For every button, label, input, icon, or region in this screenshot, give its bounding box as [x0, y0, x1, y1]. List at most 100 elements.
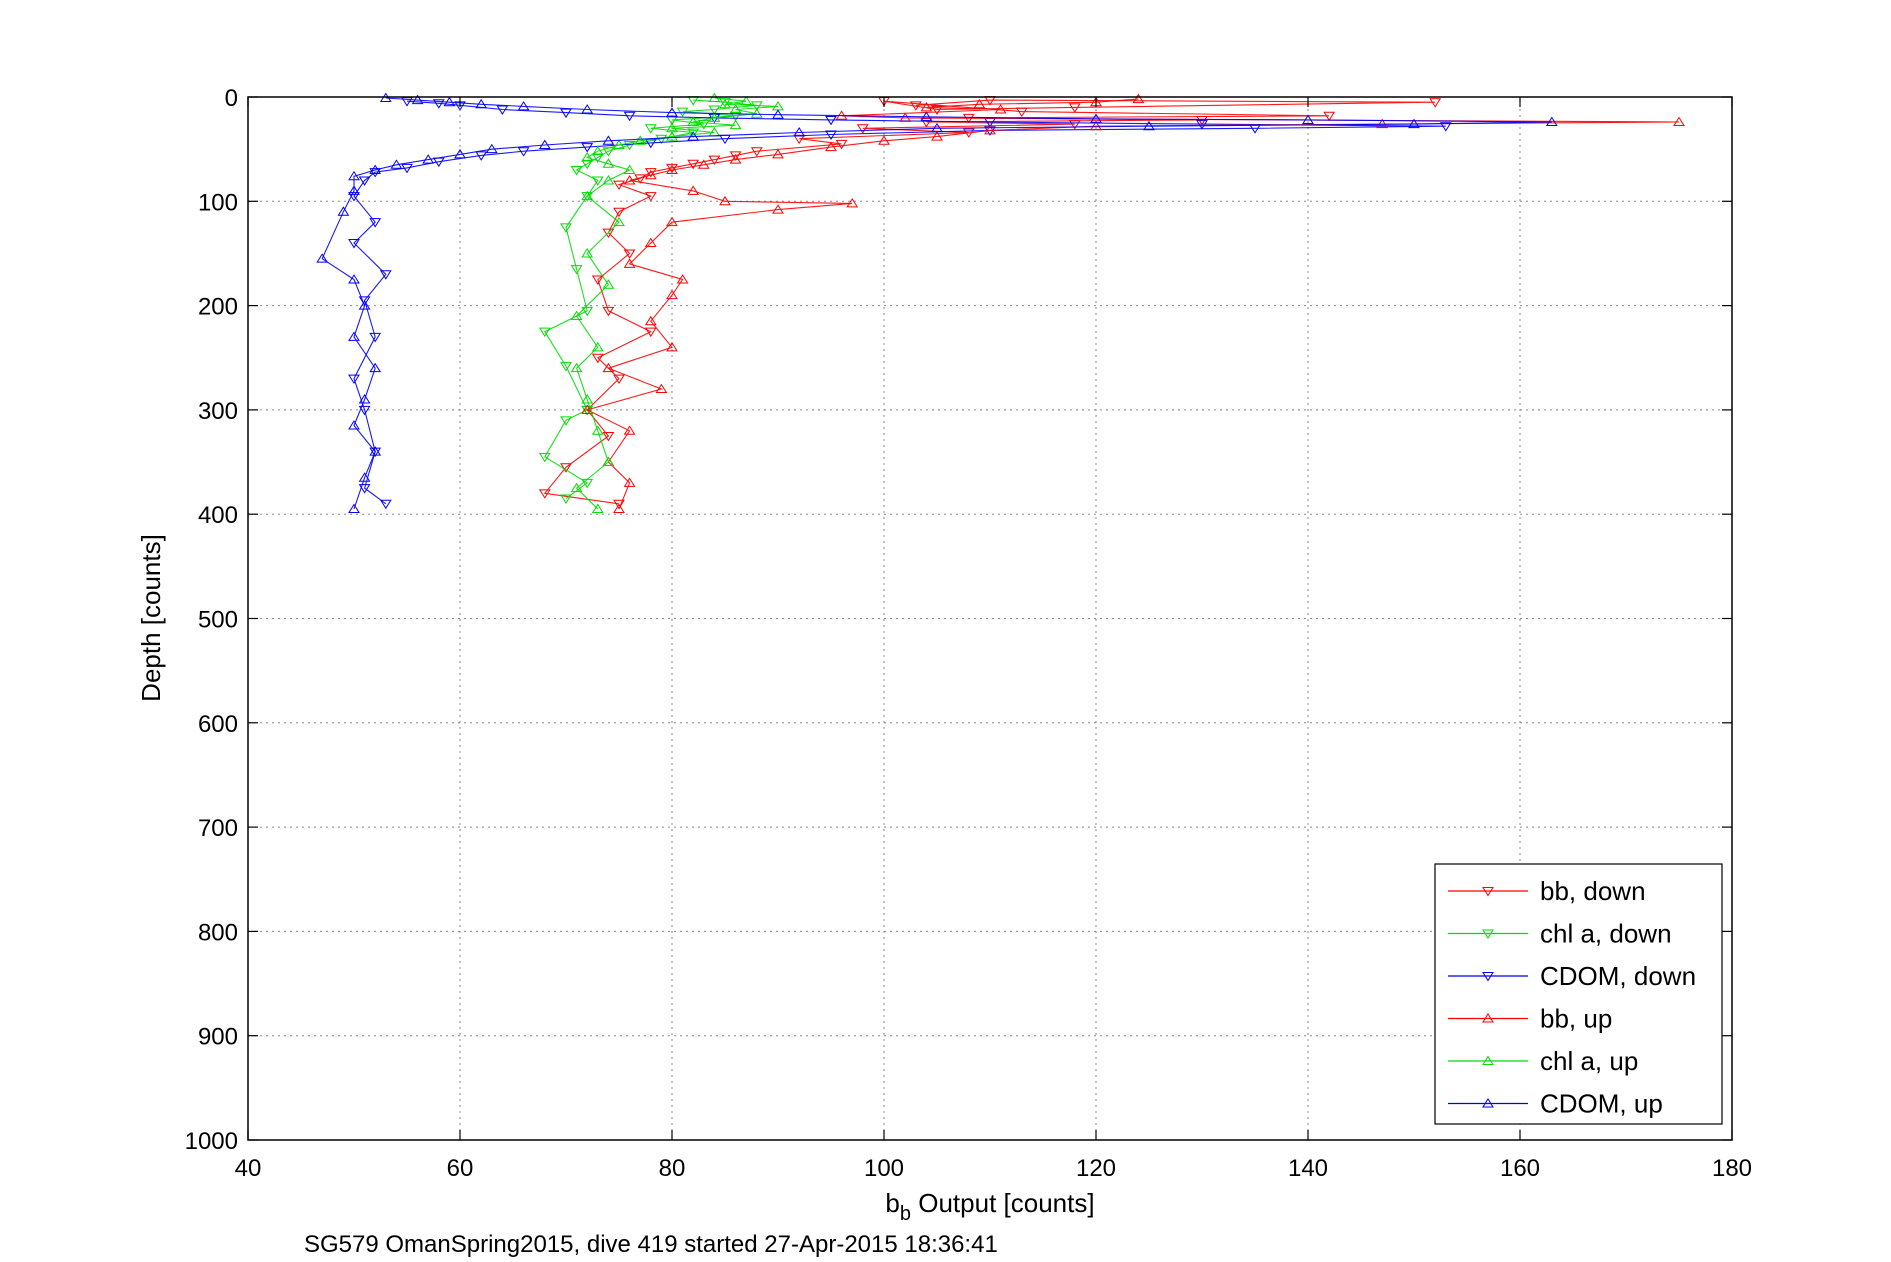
data-point: [825, 141, 837, 152]
legend-item-0: bb, down: [1448, 876, 1646, 906]
data-point: [443, 96, 456, 107]
data-point: [623, 249, 636, 259]
data-point: [591, 153, 604, 163]
data-point: [772, 204, 784, 214]
data-point: [560, 108, 572, 119]
data-point: [581, 394, 594, 404]
data-point: [1132, 93, 1145, 104]
data-point: [581, 104, 594, 114]
data-point: [560, 223, 572, 233]
data-point: [878, 135, 890, 145]
data-point: [856, 124, 869, 134]
data-point: [390, 159, 403, 169]
data-point: [348, 374, 360, 385]
data-point: [1429, 98, 1442, 108]
y-tick-label: 800: [198, 919, 238, 946]
data-point: [1143, 120, 1155, 131]
data-point: [538, 327, 551, 338]
data-point: [931, 122, 943, 133]
data-point: [750, 108, 763, 118]
legend-label: chl a, up: [1540, 1046, 1638, 1076]
legend-marker: [1482, 1013, 1494, 1023]
data-point: [994, 104, 1007, 114]
data-point: [920, 111, 933, 121]
data-point: [369, 332, 382, 343]
data-point: [570, 166, 583, 176]
data-point: [602, 279, 615, 289]
data-point: [454, 148, 466, 159]
data-point: [697, 159, 710, 169]
data-point: [1545, 116, 1558, 127]
y-tick-label: 400: [198, 502, 238, 529]
data-point: [1068, 103, 1081, 113]
data-point: [931, 105, 943, 115]
data-point: [358, 394, 371, 404]
data-point: [369, 446, 382, 456]
data-point: [316, 253, 329, 263]
x-tick-label: 160: [1500, 1155, 1540, 1182]
legend-item-5: CDOM, up: [1448, 1089, 1663, 1119]
data-point: [581, 404, 594, 414]
data-point: [602, 174, 615, 185]
legend-label: CDOM, up: [1540, 1089, 1663, 1119]
y-tick-label: 600: [198, 711, 238, 738]
data-point: [348, 239, 360, 249]
legend-marker: [1482, 1098, 1494, 1108]
data-point: [602, 306, 615, 317]
data-point: [676, 274, 689, 284]
y-tick-label: 200: [198, 294, 238, 321]
data-point: [348, 170, 360, 181]
data-point: [687, 131, 700, 141]
y-tick-label: 500: [198, 607, 238, 634]
x-tick-label: 100: [864, 1155, 904, 1182]
y-tick-label: 700: [198, 815, 238, 842]
data-point: [931, 131, 943, 141]
data-point: [475, 151, 488, 161]
data-point: [644, 169, 657, 180]
data-point: [602, 362, 615, 373]
data-point: [613, 207, 625, 218]
data-point: [581, 159, 594, 170]
data-point: [517, 100, 530, 111]
legend-marker: [1482, 1055, 1494, 1065]
data-point: [697, 120, 710, 130]
x-tick-label: 40: [235, 1155, 262, 1182]
data-point: [644, 237, 657, 248]
data-point: [825, 115, 837, 126]
data-point: [591, 353, 604, 364]
x-tick-label: 140: [1288, 1155, 1328, 1182]
data-point: [348, 274, 360, 284]
data-point: [369, 164, 382, 175]
data-point: [602, 135, 615, 145]
series-2: [348, 97, 1452, 510]
data-point: [369, 447, 382, 458]
legend-item-3: bb, up: [1448, 1004, 1612, 1034]
data-point: [591, 176, 604, 186]
data-point: [708, 105, 721, 115]
data-point: [602, 158, 615, 168]
data-point: [581, 306, 594, 317]
data-point: [666, 216, 678, 227]
data-point: [729, 104, 742, 114]
data-point: [581, 190, 594, 201]
data-point: [591, 425, 604, 435]
legend-item-4: chl a, up: [1448, 1046, 1638, 1076]
legend-label: CDOM, down: [1540, 961, 1696, 991]
y-axis-ticks: 0 100 200 300 400 500 600 700 800 900 1000: [185, 85, 1732, 1155]
data-point: [581, 143, 594, 153]
data-point: [560, 416, 572, 426]
data-point: [570, 362, 583, 373]
y-tick-label: 300: [198, 398, 238, 425]
data-point: [729, 154, 742, 164]
footer-caption: SG579 OmanSpring2015, dive 419 started 2…: [304, 1231, 998, 1258]
legend-marker: [1482, 972, 1494, 982]
data-point: [623, 164, 636, 175]
data-point: [358, 405, 371, 416]
data-point: [432, 99, 445, 109]
data-point: [1015, 107, 1028, 118]
series-4: [570, 92, 784, 513]
data-point: [337, 206, 350, 216]
data-point: [666, 131, 678, 141]
data-point: [729, 151, 742, 161]
legend: bb, down chl a, down CDOM, down bb, up chl a…: [1434, 863, 1723, 1125]
